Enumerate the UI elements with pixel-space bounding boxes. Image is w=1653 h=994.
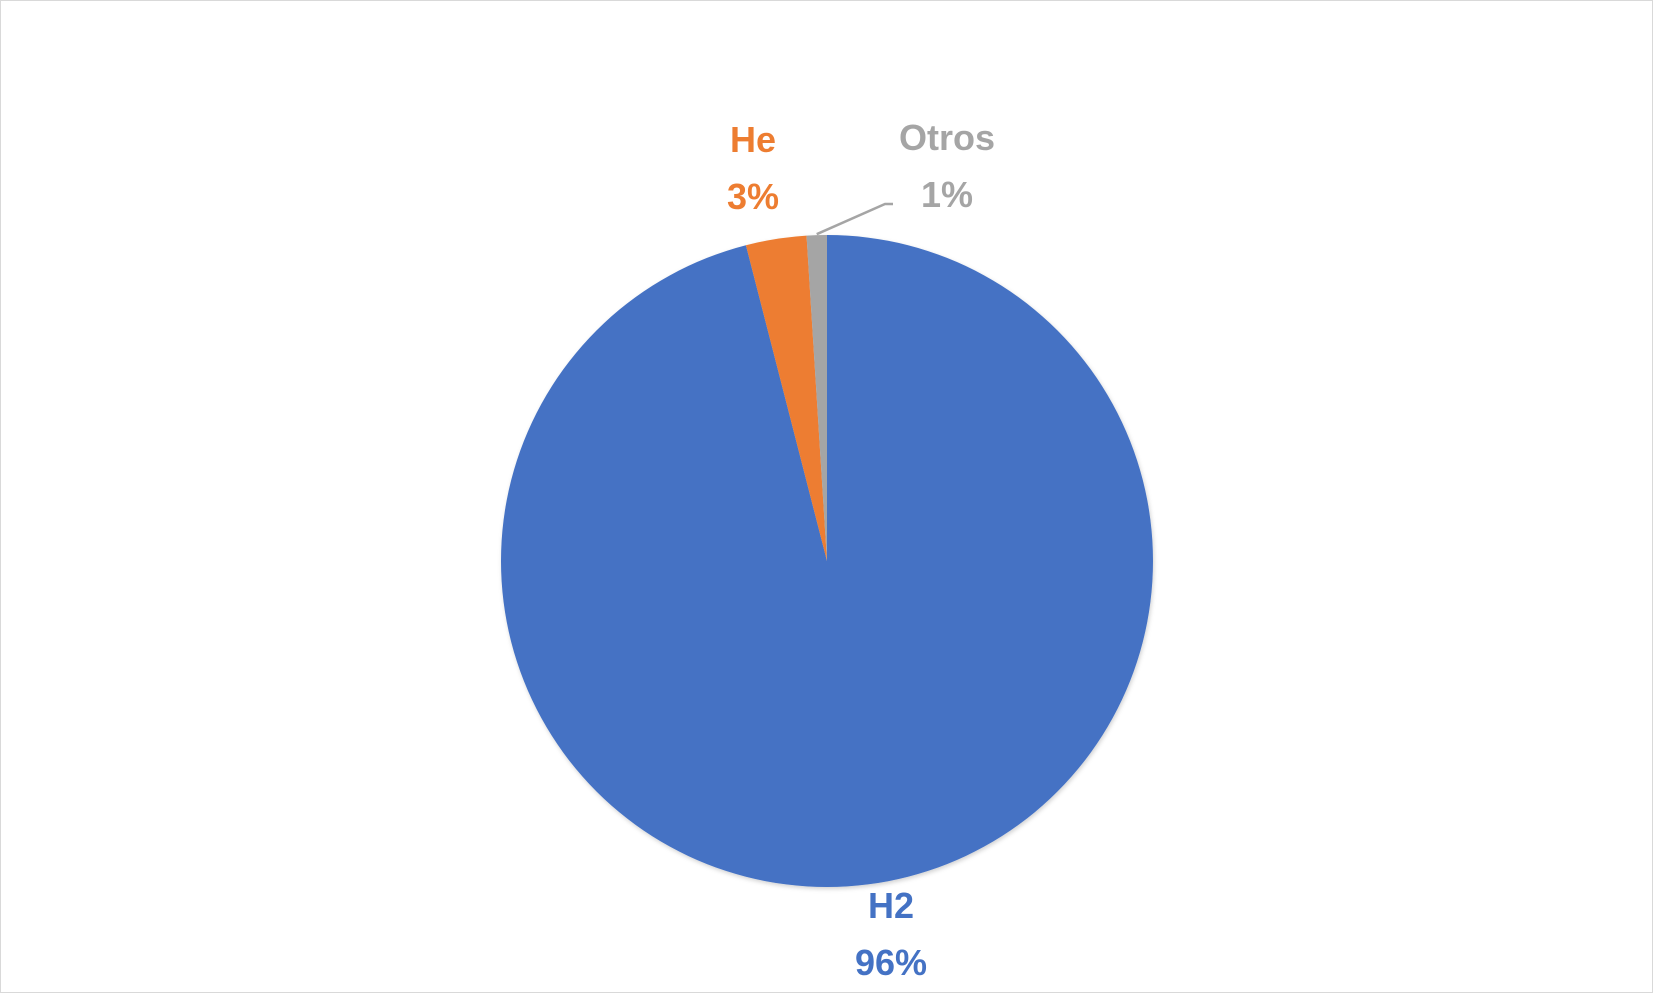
leader-lines — [816, 202, 893, 236]
data-label-value-h2: 96% — [855, 942, 927, 983]
pie-slice-he — [745, 235, 827, 561]
data-label-name-otros: Otros — [899, 117, 995, 158]
pie-slices — [500, 234, 1153, 887]
data-label-value-he: 3% — [727, 176, 779, 217]
leader-line-otros — [816, 202, 893, 236]
data-label-name-he: He — [730, 119, 776, 160]
pie-slice-otros — [806, 234, 827, 561]
data-labels: H2 96% He 3% Otros 1% — [727, 117, 995, 983]
data-label-name-h2: H2 — [868, 885, 914, 926]
pie-slice-h2 — [500, 235, 1153, 887]
data-label-value-otros: 1% — [921, 174, 973, 215]
